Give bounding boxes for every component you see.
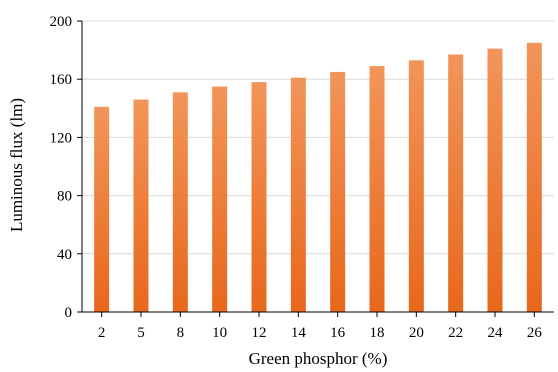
- axes: [77, 20, 554, 317]
- bar-24: [487, 48, 503, 313]
- bar-5: [133, 99, 149, 312]
- y-tick-label: 40: [57, 247, 72, 263]
- bar-8: [172, 92, 188, 312]
- bar-20: [408, 60, 424, 312]
- y-tick-label: 160: [50, 72, 73, 88]
- y-tick-label: 120: [50, 130, 73, 146]
- x-tick-label: 16: [330, 325, 346, 341]
- x-tick-label: 12: [252, 325, 267, 341]
- bar-12: [251, 82, 267, 312]
- gridlines: [82, 20, 554, 255]
- bar-14: [290, 77, 306, 313]
- x-tick-label: 2: [98, 325, 106, 341]
- y-axis-label: Luminous flux (lm): [7, 98, 26, 232]
- y-tick-label: 200: [50, 14, 73, 30]
- bar-26: [526, 42, 542, 312]
- x-tick-label: 5: [137, 325, 145, 341]
- bar-18: [369, 66, 385, 312]
- y-tick-label: 80: [57, 189, 72, 205]
- x-tick-label: 24: [488, 325, 504, 341]
- x-tick-label: 10: [212, 325, 227, 341]
- x-tick-label: 22: [448, 325, 463, 341]
- tick-labels: 0 40 80 120 160 200 2 5 8 10 12 14 16 18 20 22 24 26: [50, 14, 543, 341]
- x-axis-label: Green phosphor (%): [249, 349, 388, 368]
- x-tick-label: 20: [409, 325, 424, 341]
- bar-10: [212, 86, 228, 312]
- x-tick-label: 8: [177, 325, 185, 341]
- y-tick-label: 0: [65, 305, 73, 321]
- bar-22: [448, 54, 464, 313]
- x-tick-label: 14: [291, 325, 307, 341]
- x-tick-label: 26: [527, 325, 543, 341]
- bars: [94, 42, 542, 313]
- x-tick-label: 18: [370, 325, 385, 341]
- bar-2: [94, 106, 110, 312]
- bar-16: [330, 71, 346, 312]
